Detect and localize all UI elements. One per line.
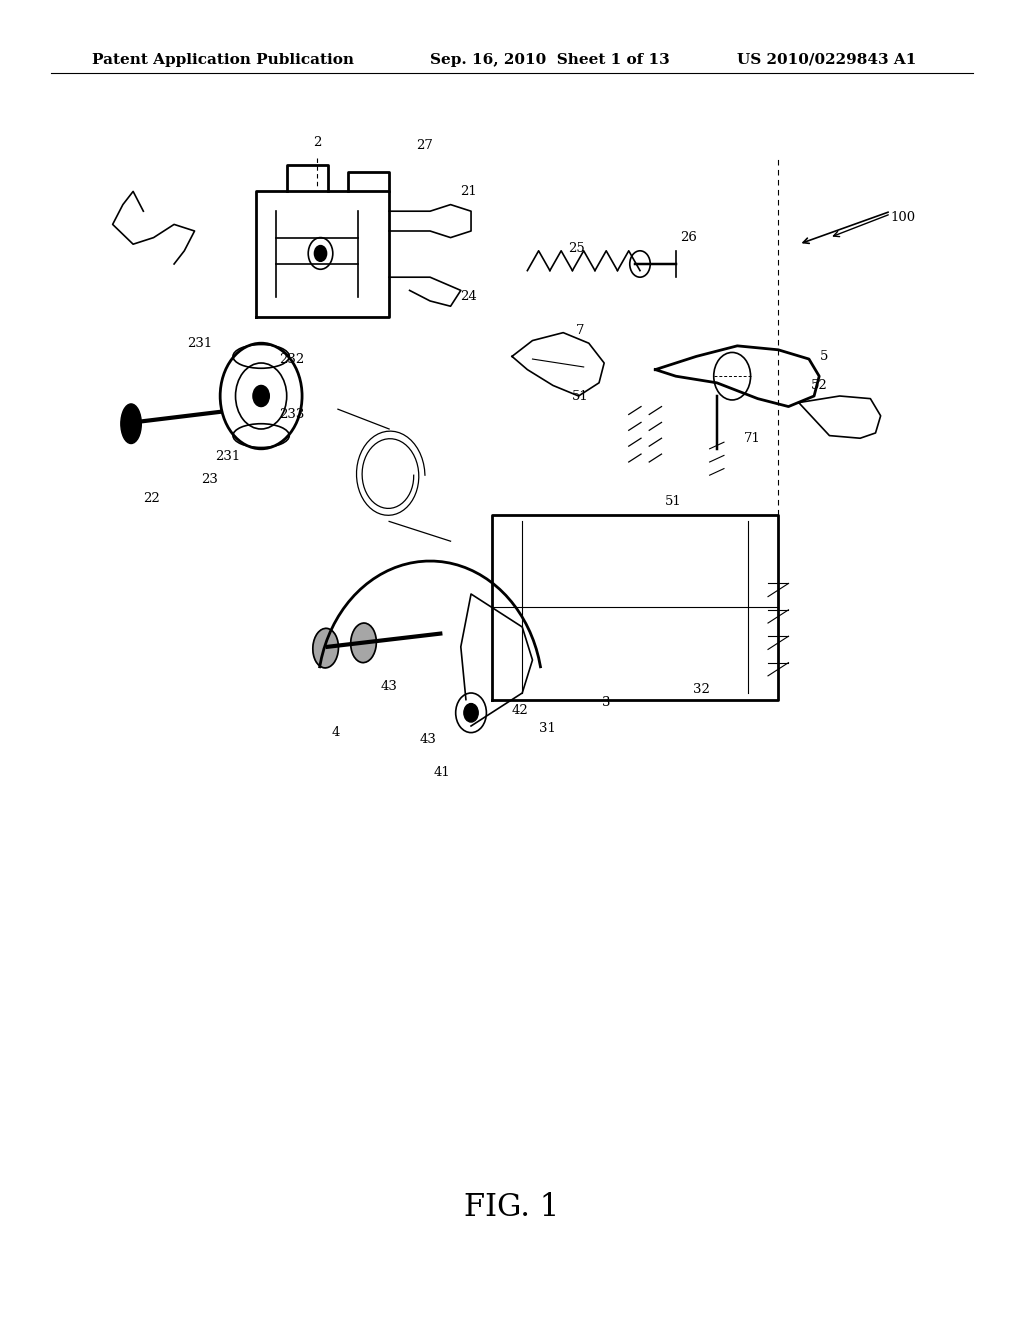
Text: 232: 232 xyxy=(280,352,304,366)
Text: 42: 42 xyxy=(512,704,528,717)
Text: 231: 231 xyxy=(215,450,240,463)
Text: US 2010/0229843 A1: US 2010/0229843 A1 xyxy=(737,53,916,67)
Text: 3: 3 xyxy=(602,696,610,709)
Text: 32: 32 xyxy=(693,682,710,696)
Text: 22: 22 xyxy=(143,492,160,506)
Text: 2: 2 xyxy=(313,136,322,149)
Ellipse shape xyxy=(350,623,377,663)
Text: FIG. 1: FIG. 1 xyxy=(464,1192,560,1224)
Text: 7: 7 xyxy=(577,323,585,337)
Text: 25: 25 xyxy=(568,242,585,255)
Text: Patent Application Publication: Patent Application Publication xyxy=(92,53,354,67)
Text: 23: 23 xyxy=(202,473,218,486)
Text: 27: 27 xyxy=(417,139,433,152)
Text: 31: 31 xyxy=(540,722,556,735)
Text: 5: 5 xyxy=(820,350,828,363)
Text: 71: 71 xyxy=(744,432,761,445)
Text: 52: 52 xyxy=(811,379,827,392)
Text: 41: 41 xyxy=(434,766,451,779)
Text: 233: 233 xyxy=(280,408,304,421)
Text: 43: 43 xyxy=(420,733,436,746)
Text: 100: 100 xyxy=(891,211,915,224)
Ellipse shape xyxy=(121,404,141,444)
Circle shape xyxy=(253,385,269,407)
Circle shape xyxy=(314,246,327,261)
Text: 43: 43 xyxy=(381,680,397,693)
Text: 24: 24 xyxy=(461,290,477,304)
Text: 21: 21 xyxy=(461,185,477,198)
Text: 51: 51 xyxy=(572,389,589,403)
Text: 231: 231 xyxy=(187,337,212,350)
Text: 51: 51 xyxy=(665,495,681,508)
Text: 26: 26 xyxy=(680,231,696,244)
Text: 4: 4 xyxy=(332,726,340,739)
Ellipse shape xyxy=(312,628,339,668)
Circle shape xyxy=(464,704,478,722)
Text: Sep. 16, 2010  Sheet 1 of 13: Sep. 16, 2010 Sheet 1 of 13 xyxy=(430,53,670,67)
